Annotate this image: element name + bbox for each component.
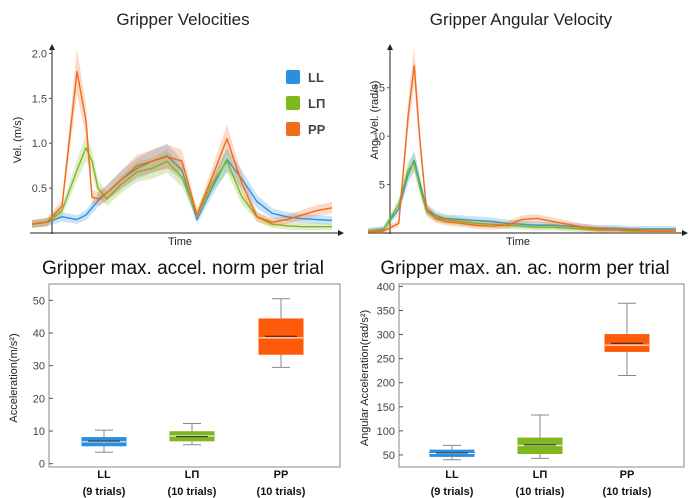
y-tick-label: 50 [33, 295, 45, 307]
y-tick-label: 1.0 [32, 138, 47, 150]
y-axis-label: Acceleration(m/s²) [8, 333, 20, 422]
panel-angular-accel-boxplot: Gripper max. an. ac. norm per trial Angu… [359, 258, 685, 498]
series-band-pp [32, 49, 332, 228]
legend-swatch-ll [286, 70, 300, 84]
legend-swatch-pp [286, 122, 300, 136]
y-tick-label: 300 [377, 330, 395, 342]
x-axis-arrow [338, 230, 344, 236]
y-tick-label: 200 [377, 378, 395, 390]
y-axis-label: Vel. (m/s) [12, 117, 24, 163]
legend: LL LП PP [286, 70, 326, 137]
category-sublabel: (10 trials) [257, 486, 306, 498]
x-axis-label: Time [506, 236, 530, 248]
y-tick-label: 2.0 [32, 48, 47, 60]
category-sublabel: (10 trials) [168, 486, 217, 498]
chart-title: Gripper Angular Velocity [430, 10, 613, 29]
series-band-ll [32, 143, 332, 228]
plot-frame [398, 283, 685, 468]
y-axis-label: Angular Acceleration(rad/s²) [359, 310, 371, 446]
category-label: LП [533, 469, 548, 481]
legend-label-ll: LL [308, 70, 324, 85]
y-tick-label: 50 [383, 450, 395, 462]
category-sublabel: (9 trials) [83, 486, 126, 498]
y-axis-label: Ang. Vel. (rad/s) [369, 81, 381, 160]
y-tick-label: 350 [377, 305, 395, 317]
category-sublabel: (10 trials) [603, 486, 652, 498]
y-tick-label: 5 [379, 180, 385, 192]
panel-gripper-angular-velocity: Gripper Angular Velocity Time Ang. Vel. … [367, 10, 688, 248]
y-tick-label: 10 [33, 426, 45, 438]
y-tick-label: 150 [377, 402, 395, 414]
category-label: LП [185, 469, 200, 481]
y-axis-arrow [49, 44, 55, 50]
x-axis-arrow [682, 230, 688, 236]
y-tick-label: 40 [33, 328, 45, 340]
y-tick-label: 100 [377, 426, 395, 438]
panel-gripper-velocities: Gripper Velocities Time Vel. (m/s) 0.5 1.… [12, 10, 344, 248]
legend-label-lp: LП [308, 96, 325, 111]
category-label: LL [445, 469, 459, 481]
x-axis-label: Time [168, 236, 192, 248]
y-tick-label: 20 [33, 393, 45, 405]
y-tick-label: 0.5 [32, 183, 47, 195]
panel-accel-boxplot: Gripper max. accel. norm per trial Accel… [8, 258, 341, 498]
legend-swatch-lp [286, 96, 300, 110]
chart-title: Gripper max. accel. norm per trial [42, 258, 324, 279]
series-line-pp [367, 64, 676, 233]
y-axis-arrow [387, 44, 393, 50]
category-label: PP [620, 469, 635, 481]
category-sublabel: (9 trials) [431, 486, 474, 498]
category-sublabel: (10 trials) [516, 486, 565, 498]
chart-title: Gripper max. an. ac. norm per trial [380, 258, 669, 279]
y-tick-label: 10 [373, 131, 385, 143]
series-line-ll [31, 155, 333, 225]
y-tick-label: 0 [39, 459, 45, 471]
y-tick-label: 30 [33, 361, 45, 373]
y-tick-label: 250 [377, 354, 395, 366]
y-tick-label: 400 [377, 281, 395, 293]
legend-label-pp: PP [308, 122, 326, 137]
chart-title: Gripper Velocities [116, 10, 249, 29]
plot-frame [48, 283, 341, 468]
series-line-lп [31, 147, 332, 228]
series-band-lп [32, 134, 332, 231]
category-label: PP [274, 469, 289, 481]
category-label: LL [97, 469, 111, 481]
series-line-pp [31, 70, 333, 225]
y-tick-label: 1.5 [32, 93, 47, 105]
y-tick-label: 15 [373, 83, 385, 95]
